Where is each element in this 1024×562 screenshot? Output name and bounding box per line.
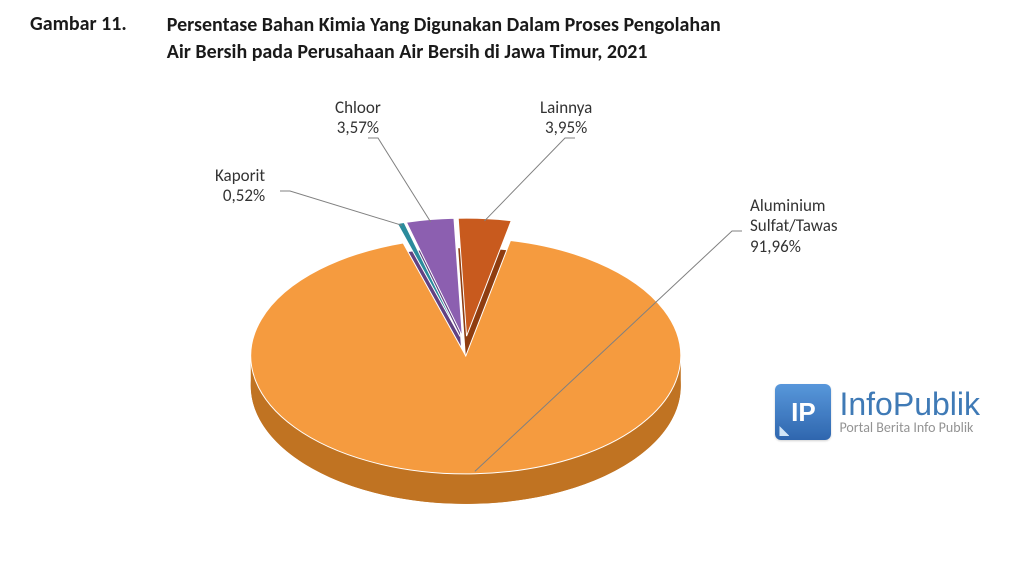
figure-title-line2: Air Bersih pada Perusahaan Air Bersih di… [167, 40, 648, 64]
figure-heading: Gambar 11. Persentase Bahan Kimia Yang D… [0, 0, 1024, 66]
watermark-badge-icon: IP [775, 384, 831, 440]
label-aluminium: Aluminium Sulfat/Tawas 91,96% [750, 196, 837, 257]
watermark-tagline: Portal Berita Info Publik [839, 420, 980, 437]
label-kaporit: Kaporit 0,52% [215, 166, 265, 207]
figure-title: Persentase Bahan Kimia Yang Digunakan Da… [167, 12, 721, 66]
label-lainnya: Lainnya 3,95% [540, 98, 592, 139]
watermark-text: InfoPublik Portal Berita Info Publik [839, 388, 980, 437]
watermark-brand: InfoPublik [839, 388, 980, 420]
figure-title-line1: Persentase Bahan Kimia Yang Digunakan Da… [167, 13, 721, 37]
label-chloor: Chloor 3,57% [335, 98, 381, 139]
pie-chart-svg [0, 66, 1024, 536]
pie-chart: Chloor 3,57% Lainnya 3,95% Kaporit 0,52%… [0, 66, 1024, 536]
figure-number: Gambar 11. [30, 12, 167, 66]
watermark: IP InfoPublik Portal Berita Info Publik [775, 384, 980, 440]
